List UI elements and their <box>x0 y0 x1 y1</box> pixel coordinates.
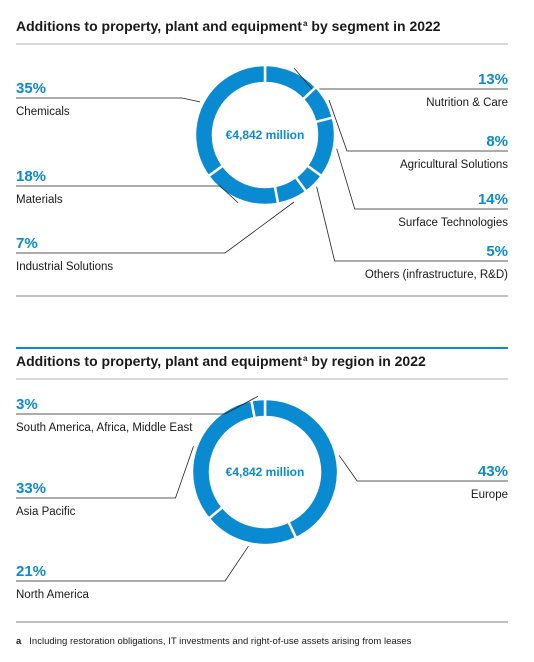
donut-slice <box>193 63 267 178</box>
leader-line <box>293 67 508 90</box>
leader-line <box>16 395 259 415</box>
leader-line <box>338 455 508 482</box>
category-label: Surface Technologies <box>398 217 508 229</box>
title-text: by segment in 2022 <box>311 18 440 34</box>
value-label: 33% <box>16 480 46 497</box>
value-label: 43% <box>478 463 508 480</box>
title-marker: a <box>303 19 308 28</box>
center-label: €4,842 million <box>226 128 305 142</box>
leader-line <box>16 446 194 499</box>
chart-title: Additions to property, plant and equipme… <box>16 353 426 369</box>
category-label: Nutrition & Care <box>426 97 508 109</box>
title-text: Additions to property, plant and equipme… <box>16 18 302 34</box>
center-label: €4,842 million <box>226 465 305 479</box>
value-label: 5% <box>486 243 508 260</box>
leader-line <box>16 185 239 204</box>
donut-slice <box>249 397 267 420</box>
leader-line <box>328 99 508 152</box>
value-label: 8% <box>486 133 508 150</box>
category-label: Others (infrastructure, R&D) <box>365 269 508 281</box>
category-label: Europe <box>471 489 508 501</box>
value-label: 35% <box>16 80 46 97</box>
category-label: Chemicals <box>16 106 70 118</box>
value-label: 21% <box>16 563 46 580</box>
value-label: 18% <box>16 168 46 185</box>
donut-slice <box>206 163 280 207</box>
category-label: Industrial Solutions <box>16 261 113 273</box>
footnote: a Including restoration obligations, IT i… <box>16 636 412 647</box>
donut-slice <box>206 505 298 547</box>
category-label: North America <box>16 589 89 601</box>
leader-line <box>16 545 249 582</box>
leader-line <box>16 201 295 254</box>
value-label: 7% <box>16 235 38 252</box>
donut-slice <box>190 398 257 521</box>
footnote-text: Including restoration obligations, IT in… <box>29 636 411 647</box>
leader-line <box>16 97 201 103</box>
title-marker: a <box>303 354 308 363</box>
value-label: 14% <box>478 191 508 208</box>
footnote-marker: a <box>16 636 22 647</box>
chart-title: Additions to property, plant and equipme… <box>16 18 441 34</box>
leader-line <box>336 148 508 210</box>
value-label: 13% <box>478 71 508 88</box>
leader-line <box>316 186 508 262</box>
title-text: by region in 2022 <box>311 353 426 369</box>
category-label: South America, Africa, Middle East <box>16 422 193 434</box>
value-label: 3% <box>16 396 38 413</box>
category-label: Agricultural Solutions <box>400 159 508 171</box>
title-text: Additions to property, plant and equipme… <box>16 353 302 369</box>
category-label: Asia Pacific <box>16 506 76 518</box>
category-label: Materials <box>16 194 63 206</box>
